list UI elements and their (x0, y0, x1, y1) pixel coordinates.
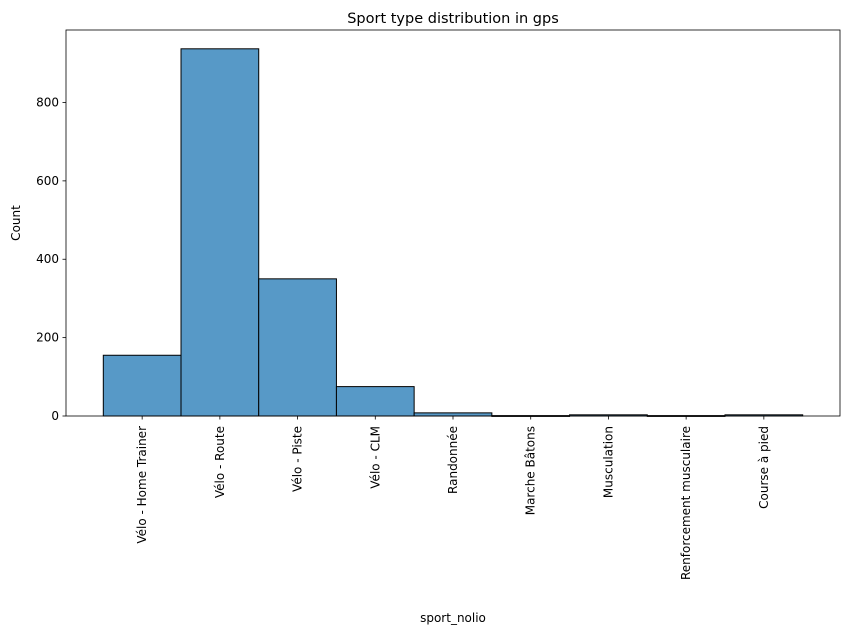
bar (335, 386, 415, 417)
x-tick-label: Vélo - Piste (291, 426, 305, 492)
x-tick-label: Vélo - Home Trainer (135, 426, 149, 544)
x-tick-label: Course à pied (757, 426, 771, 509)
bar (258, 278, 337, 417)
y-tick-label: 0 (51, 409, 59, 423)
x-tick-label: Marche Bâtons (524, 426, 538, 515)
y-tick-label: 600 (36, 174, 59, 188)
x-tick-label: Randonnée (446, 426, 460, 494)
y-axis-label: Count (9, 205, 23, 241)
x-tick-label: Renforcement musculaire (679, 426, 693, 580)
bars (102, 48, 804, 417)
bar (102, 354, 182, 417)
y-tick-label: 400 (36, 252, 59, 266)
plot-frame (65, 29, 841, 417)
y-axis: 0 200 400 600 800 (36, 95, 66, 423)
x-tick-label: Vélo - Route (213, 426, 227, 498)
x-tick-label: Vélo - CLM (368, 426, 382, 489)
bar (180, 48, 260, 417)
y-tick-label: 200 (36, 331, 59, 345)
x-tick-label: Musculation (601, 426, 615, 498)
x-axis: Vélo - Home Trainer Vélo - Route Vélo - Pi… (135, 416, 771, 580)
y-tick-label: 800 (36, 95, 59, 109)
chart-title: Sport type distribution in gps (347, 11, 559, 27)
bar (413, 412, 493, 417)
x-axis-label: sport_nolio (420, 611, 486, 625)
